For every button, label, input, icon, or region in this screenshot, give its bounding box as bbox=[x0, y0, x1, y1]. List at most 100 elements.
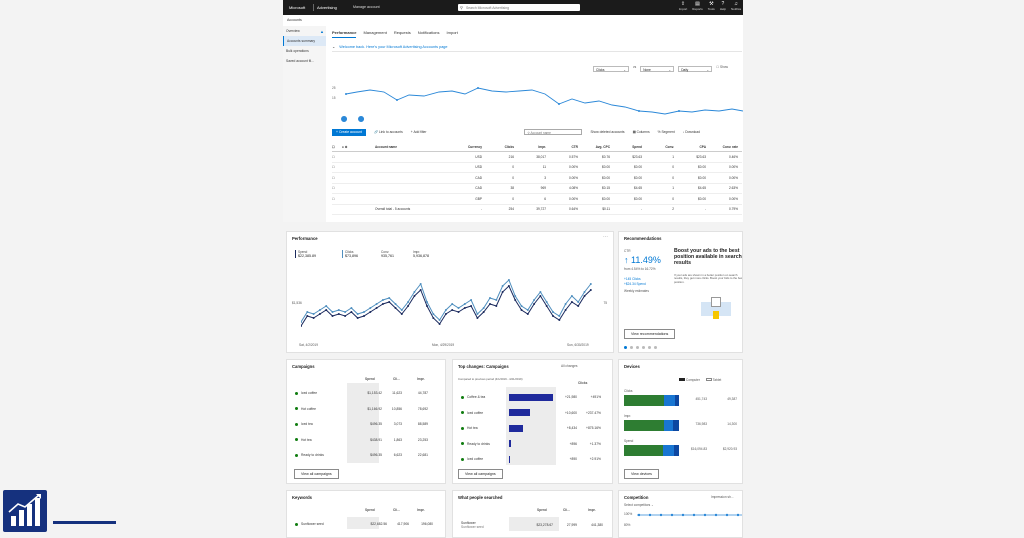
column-header[interactable]: Impr. bbox=[417, 508, 425, 512]
metric1-select[interactable]: Clicks ⌄ bbox=[593, 66, 629, 72]
row-checkbox[interactable]: ☐ bbox=[332, 175, 335, 180]
sidebar-item-bulk-operations[interactable]: Bulk operations bbox=[286, 49, 309, 53]
list-item[interactable]: Sunflower seed $22,682.56 417,906 196,08… bbox=[295, 518, 445, 530]
column-header[interactable]: Spend bbox=[632, 145, 642, 149]
row-checkbox[interactable]: ☐ bbox=[332, 165, 335, 170]
carousel-dot[interactable] bbox=[630, 346, 633, 349]
create-account-button[interactable]: + Create account bbox=[332, 128, 366, 136]
carousel-dots[interactable] bbox=[624, 346, 657, 349]
column-header[interactable]: Spend bbox=[537, 508, 547, 512]
carousel-dot[interactable] bbox=[642, 346, 645, 349]
add-filter-button[interactable]: + Add filter bbox=[410, 130, 427, 134]
link-accounts-button[interactable]: 🔗 Link to accounts bbox=[373, 130, 403, 134]
spend-metric[interactable]: Spend $22,385.89 bbox=[295, 250, 316, 258]
competition-metric[interactable]: Impression sh... bbox=[711, 495, 734, 499]
campaign-name[interactable]: Ready to drinks bbox=[301, 453, 324, 457]
annotation-marker-icon[interactable] bbox=[341, 116, 348, 122]
campaign-name[interactable]: Hot coffee bbox=[301, 406, 316, 411]
row-checkbox[interactable]: ☐ bbox=[332, 196, 335, 201]
metric2-select[interactable]: None ⌄ bbox=[640, 66, 675, 72]
table-total-row[interactable]: Overall total - 5 accounts - 254 39,727 0.64… bbox=[332, 205, 742, 215]
column-header[interactable]: Spend bbox=[365, 508, 375, 512]
change-name[interactable]: Iced coffee bbox=[467, 457, 484, 461]
view-devices-button[interactable]: View devices bbox=[624, 469, 659, 479]
tab-notifications[interactable]: Notifications bbox=[417, 30, 440, 35]
table-row[interactable]: ☐ CAD 0 3 0.00% $0.00 $0.00 0 $0.00 0.00% bbox=[332, 173, 742, 184]
table-row[interactable]: ☐ USD 0 11 0.00% $0.00 $0.00 0 $0.00 0.00% bbox=[332, 163, 742, 173]
row-checkbox[interactable]: ☐ bbox=[332, 154, 335, 159]
granularity-select[interactable]: Daily ⌄ bbox=[678, 66, 713, 72]
device-stacked-bar[interactable] bbox=[624, 420, 679, 431]
import-button[interactable]: ⇪ Import bbox=[679, 2, 688, 12]
column-header[interactable]: CTR bbox=[571, 145, 578, 149]
tools-button[interactable]: ⚒ Tools bbox=[708, 2, 715, 12]
account-search-input[interactable]: ⚲ Account name bbox=[524, 129, 583, 135]
account-selector[interactable]: Manage account bbox=[353, 5, 380, 9]
tab-requests[interactable]: Requests bbox=[393, 30, 411, 35]
view-all-campaigns-button[interactable]: View all campaigns bbox=[294, 469, 339, 479]
sidebar-item-overview[interactable]: Overview bbox=[286, 29, 300, 33]
list-item[interactable]: Ready to drinks +896 +1.37% bbox=[461, 438, 611, 450]
tab-management[interactable]: Management bbox=[363, 30, 387, 35]
breadcrumb[interactable]: Accounts bbox=[287, 18, 302, 22]
select-all-checkbox[interactable]: ☐ bbox=[332, 145, 335, 149]
column-header[interactable]: Avg. CPC bbox=[595, 145, 610, 149]
carousel-dot[interactable] bbox=[636, 346, 639, 349]
reports-button[interactable]: ▤ Reports bbox=[692, 2, 703, 12]
list-item[interactable]: Iced tea $496.35 3,073 88,589 bbox=[295, 418, 445, 430]
collapse-nav-icon[interactable]: ▲ bbox=[320, 29, 324, 34]
device-stacked-bar[interactable] bbox=[624, 445, 679, 456]
list-item[interactable]: Iced coffee +10,600 +237.47% bbox=[461, 407, 611, 419]
list-item[interactable]: Iced coffee $1,153.42 11,623 44,787 bbox=[295, 387, 445, 399]
download-button[interactable]: ↓ Download bbox=[682, 130, 700, 134]
brand-logo[interactable]: Microsoft bbox=[289, 5, 306, 10]
column-header[interactable]: Cli... bbox=[393, 508, 400, 512]
column-header[interactable]: Currency bbox=[468, 145, 482, 149]
carousel-dot[interactable] bbox=[654, 346, 657, 349]
show-toggle[interactable]: ☐ Show bbox=[716, 65, 728, 69]
column-header[interactable]: Conv. bbox=[665, 145, 674, 149]
list-item[interactable]: Hot tea +8,434 +875.16% bbox=[461, 422, 611, 434]
column-header[interactable]: Impr. bbox=[588, 508, 596, 512]
sidebar-item-saved-filters[interactable]: Saved account fil... bbox=[286, 59, 314, 63]
campaign-name[interactable]: Hot tea bbox=[301, 437, 312, 442]
sidebar-item-accounts-summary[interactable]: Accounts summary bbox=[283, 36, 326, 46]
global-search-input[interactable]: ⚲ Search Microsoft Advertising bbox=[458, 4, 580, 11]
impr-metric[interactable]: Impr. 5,936,878 bbox=[411, 250, 429, 258]
help-button[interactable]: ? Help bbox=[720, 2, 726, 12]
tab-performance[interactable]: Performance bbox=[332, 30, 357, 38]
column-header[interactable]: Conv. rate bbox=[722, 145, 738, 149]
welcome-banner[interactable]: ⌄ Welcome back. Here's your Microsoft Ad… bbox=[332, 44, 742, 52]
row-checkbox[interactable]: ☐ bbox=[332, 186, 335, 191]
column-header[interactable]: CPA bbox=[699, 145, 707, 149]
list-item[interactable]: Hot tea $438.91 1,863 23,253 bbox=[295, 434, 445, 446]
changes-filter[interactable]: All changes bbox=[561, 364, 578, 368]
table-row[interactable]: ☐ GBP 0 6 0.00% $0.00 $0.00 0 $0.00 0.00% bbox=[332, 194, 742, 205]
change-name[interactable]: Ready to drinks bbox=[467, 441, 490, 446]
column-header[interactable]: Cli... bbox=[393, 377, 400, 381]
notifications-button[interactable]: ♫ Notifica bbox=[731, 2, 741, 12]
column-header[interactable]: Cli... bbox=[563, 508, 570, 512]
conv-metric[interactable]: Conv. 935,761 bbox=[379, 250, 394, 258]
column-header[interactable]: Clicks bbox=[504, 145, 514, 149]
segment-button[interactable]: % Segment bbox=[657, 130, 675, 134]
column-header[interactable]: Impr. bbox=[417, 377, 425, 381]
account-name-cell[interactable]: Overall total - 5 accounts bbox=[375, 207, 411, 212]
tab-import[interactable]: Import bbox=[446, 30, 458, 35]
list-item[interactable]: Coffee & tea +21,980 +491% bbox=[461, 391, 611, 403]
select-competitors-dropdown[interactable]: Select competitors ⌄ bbox=[624, 503, 654, 507]
carousel-dot[interactable] bbox=[648, 346, 651, 349]
table-row[interactable]: ☐ CAD 38 969 4.08% $0.15 $4.65 1 $4.65 2.63% bbox=[332, 184, 742, 194]
change-name[interactable]: Hot tea bbox=[467, 426, 478, 430]
change-name[interactable]: Iced coffee bbox=[467, 410, 484, 415]
campaign-name[interactable]: Iced coffee bbox=[301, 391, 318, 395]
column-header[interactable]: Account name bbox=[375, 145, 397, 149]
column-header[interactable]: Impr. bbox=[538, 145, 546, 149]
table-row[interactable]: ☐ USD 216 38,017 0.57% $0.76 $23.63 1 $23.63 0.46… bbox=[332, 152, 742, 163]
change-name[interactable]: Coffee & tea bbox=[467, 395, 486, 399]
list-item[interactable]: Sunflower Sunflower seed $23,278.67 27,9… bbox=[461, 518, 611, 532]
list-item[interactable]: Iced coffee +890 +2.91% bbox=[461, 453, 611, 465]
list-item[interactable]: Ready to drinks $496.35 6,623 22,681 bbox=[295, 449, 445, 461]
more-options-icon[interactable]: ⋯ bbox=[603, 234, 608, 240]
view-recommendations-button[interactable]: View recommendations bbox=[624, 329, 676, 339]
